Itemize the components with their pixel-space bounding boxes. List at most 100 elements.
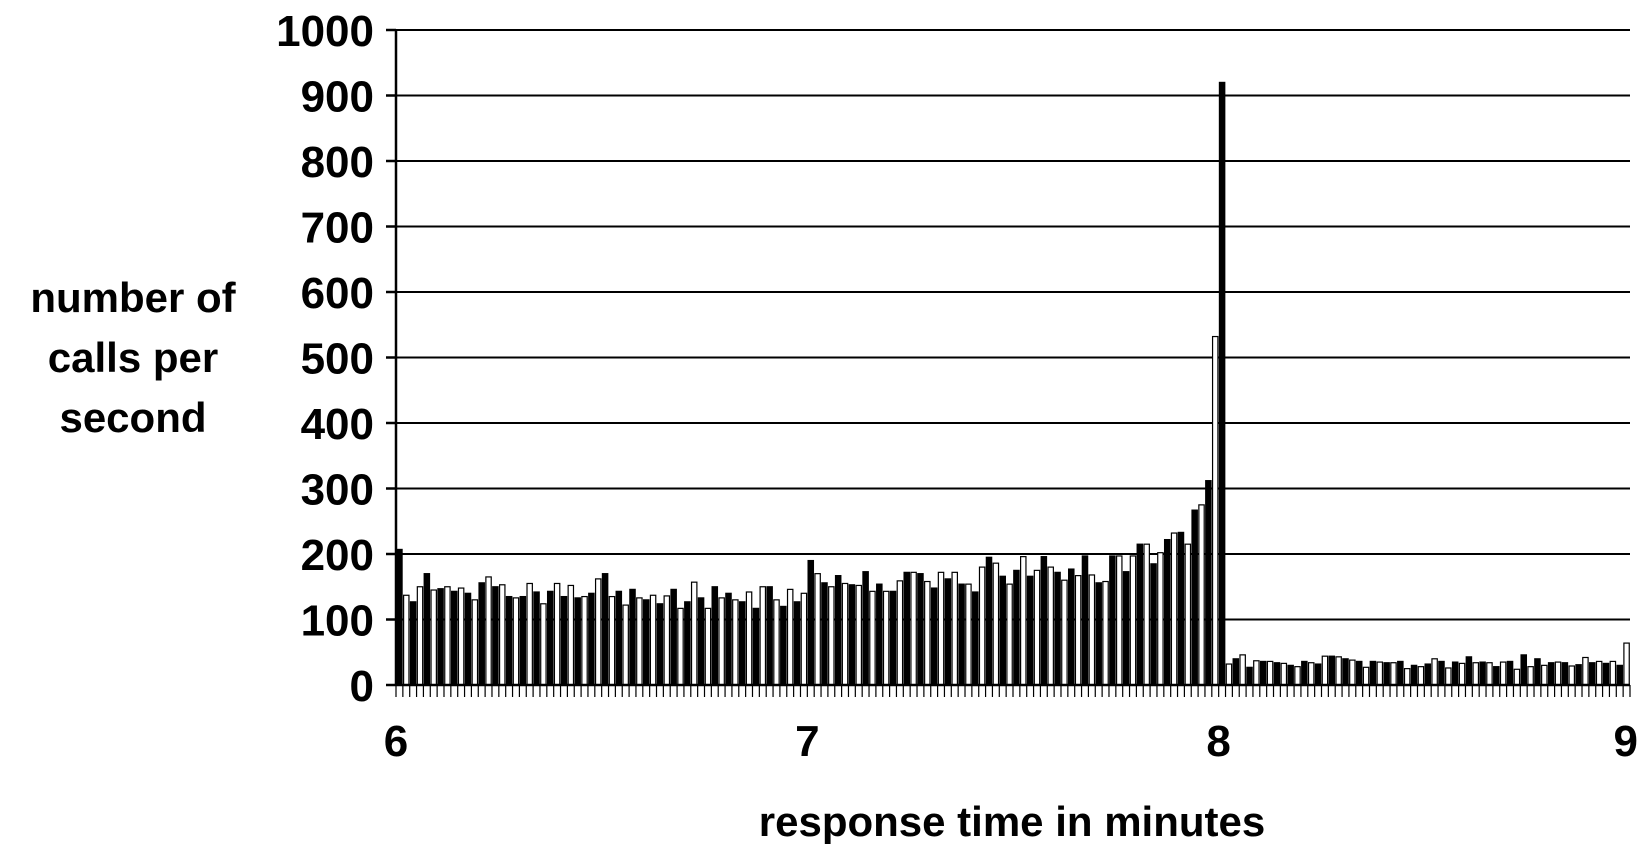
y-tick-label-1000: 1000	[276, 7, 374, 56]
y-tick-label-300: 300	[301, 466, 374, 515]
bar	[457, 587, 465, 686]
y-axis-title-line-3: second	[59, 394, 206, 441]
bar	[1390, 662, 1397, 686]
y-tick-label-800: 800	[301, 138, 374, 187]
bar	[1198, 504, 1205, 686]
bar	[896, 580, 904, 686]
bar	[471, 599, 479, 686]
bar	[622, 604, 629, 686]
bar	[697, 597, 705, 686]
bar	[828, 586, 835, 686]
bar	[924, 580, 931, 686]
bar	[546, 590, 554, 686]
bar	[601, 573, 609, 686]
bar	[1424, 663, 1432, 686]
x-tick-label-9: 9	[1614, 717, 1638, 766]
bar	[855, 584, 863, 686]
bar	[478, 582, 485, 686]
bar	[1205, 480, 1212, 686]
bar	[1218, 81, 1226, 686]
bar	[876, 583, 883, 686]
bar	[1177, 531, 1185, 686]
bar	[581, 595, 588, 686]
y-tick-label-600: 600	[301, 269, 374, 318]
bar	[1088, 574, 1096, 686]
bar	[649, 594, 657, 686]
bar	[1486, 662, 1493, 686]
bar	[1513, 668, 1521, 686]
bar	[485, 576, 492, 686]
bar	[663, 595, 671, 686]
bar	[1061, 579, 1068, 686]
bar	[1547, 662, 1555, 686]
bar	[780, 605, 787, 686]
bar	[1136, 543, 1144, 686]
bar	[972, 591, 979, 686]
bar	[1534, 658, 1541, 686]
bar	[882, 590, 890, 686]
bar	[910, 571, 917, 686]
bar	[677, 607, 684, 686]
bar	[444, 586, 451, 686]
bar	[930, 587, 938, 686]
bar	[766, 586, 773, 686]
bar	[1307, 662, 1315, 686]
bar	[1527, 666, 1534, 686]
bar	[560, 595, 568, 686]
bar	[684, 601, 691, 686]
bar	[1095, 582, 1102, 686]
bar	[1335, 656, 1342, 686]
bar	[1431, 658, 1438, 686]
bar	[841, 582, 849, 686]
bar	[1376, 661, 1384, 686]
bar	[992, 562, 1000, 686]
bar	[1266, 660, 1274, 686]
bar	[745, 591, 753, 686]
bar	[1129, 555, 1137, 686]
bar	[1458, 662, 1466, 686]
bar	[533, 591, 540, 686]
y-tick-label-400: 400	[301, 400, 374, 449]
bar	[944, 578, 952, 686]
bar	[437, 588, 444, 686]
y-tick-labels: 0 100 200 300 400 500 600 700 800 900 1000	[276, 7, 374, 711]
bar	[711, 586, 719, 686]
bar	[526, 582, 533, 686]
bar	[1589, 662, 1596, 686]
bar	[1602, 662, 1610, 686]
bar	[1445, 667, 1452, 686]
bar	[1362, 666, 1370, 686]
bar	[1143, 543, 1150, 686]
bar	[1067, 568, 1075, 686]
bar	[903, 571, 911, 686]
bar	[1397, 660, 1404, 686]
bar	[574, 597, 581, 686]
bar	[1239, 654, 1246, 686]
x-tick-label-6: 6	[384, 717, 408, 766]
bar	[629, 588, 636, 686]
bar	[553, 582, 561, 686]
bar	[889, 590, 897, 686]
bar	[1047, 566, 1054, 686]
bar	[690, 581, 698, 686]
bar	[773, 599, 780, 686]
bar	[814, 573, 821, 686]
bar	[786, 588, 794, 686]
bar	[1170, 532, 1178, 686]
bar	[1342, 658, 1349, 686]
bar	[1287, 664, 1294, 686]
bar	[752, 607, 760, 686]
bar	[1102, 580, 1109, 686]
bar	[1465, 656, 1473, 686]
bar	[1438, 660, 1445, 686]
bar	[1013, 569, 1020, 686]
bar	[1417, 666, 1425, 686]
bar	[430, 589, 437, 686]
bar	[1479, 661, 1486, 686]
bar	[594, 578, 602, 686]
x-tick-labels: 6 7 8 9	[384, 717, 1638, 766]
bar	[1253, 660, 1260, 686]
bar	[1520, 654, 1528, 686]
bar	[732, 599, 739, 686]
bar	[985, 556, 993, 686]
